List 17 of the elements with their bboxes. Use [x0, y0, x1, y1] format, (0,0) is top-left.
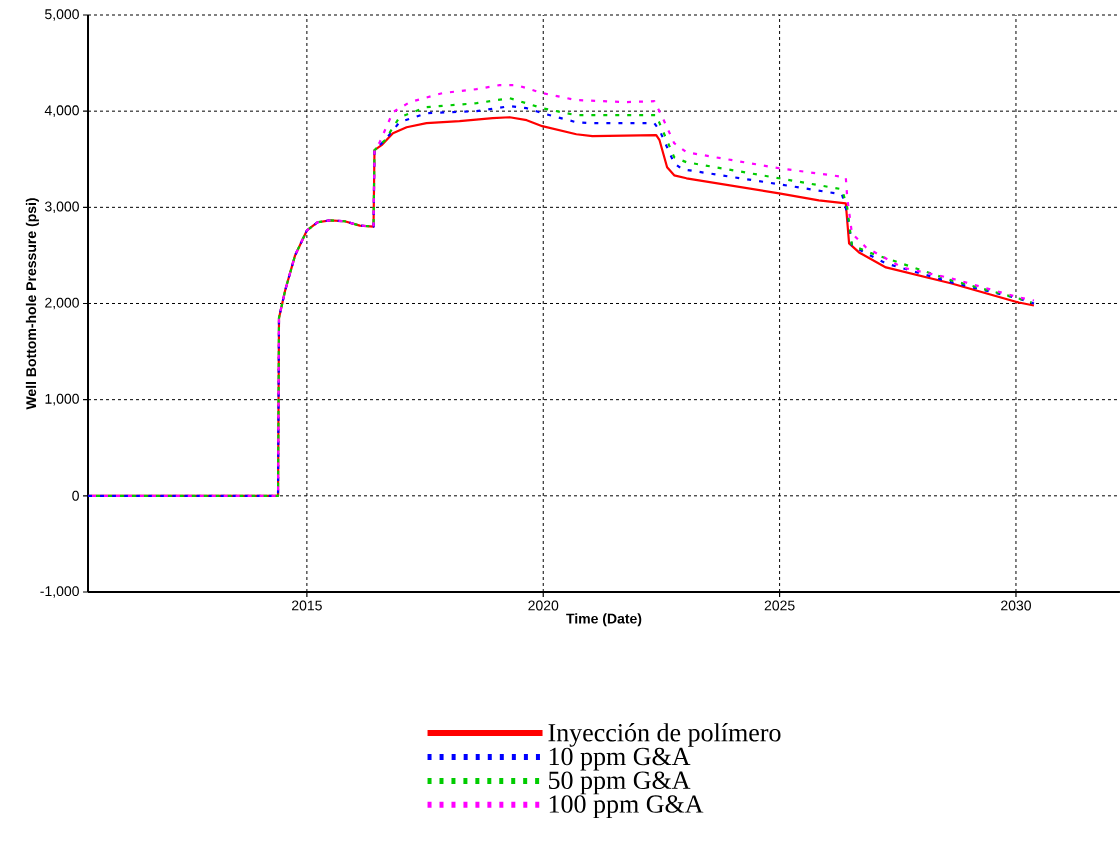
y-tick-label: -1,000	[40, 586, 79, 598]
legend-label: 10 ppm G&A	[549, 747, 691, 771]
legend-label: 100 ppm G&A	[549, 795, 704, 819]
y-tick-label: 1,000	[45, 393, 79, 406]
y-tick-label: 4,000	[44, 105, 79, 117]
y-tick-label: 0	[72, 490, 79, 501]
y-tick-label: 5,000	[45, 9, 79, 21]
x-tick-label: 2025	[764, 600, 795, 611]
x-tick-label: 2030	[1001, 600, 1031, 611]
legend-label: 50 ppm G&A	[549, 771, 691, 795]
y-tick-label: 3,000	[44, 201, 79, 214]
x-tick-label: 2015	[292, 600, 322, 611]
y-tick-label: 2,000	[45, 297, 79, 310]
x-tick-label: 2020	[528, 600, 559, 611]
legend-label: Inyección de polímero	[548, 723, 781, 747]
y-axis-title: Well Bottom-hole Pressure (psi)	[25, 198, 39, 410]
x-axis-title: Time (Date)	[566, 613, 642, 627]
